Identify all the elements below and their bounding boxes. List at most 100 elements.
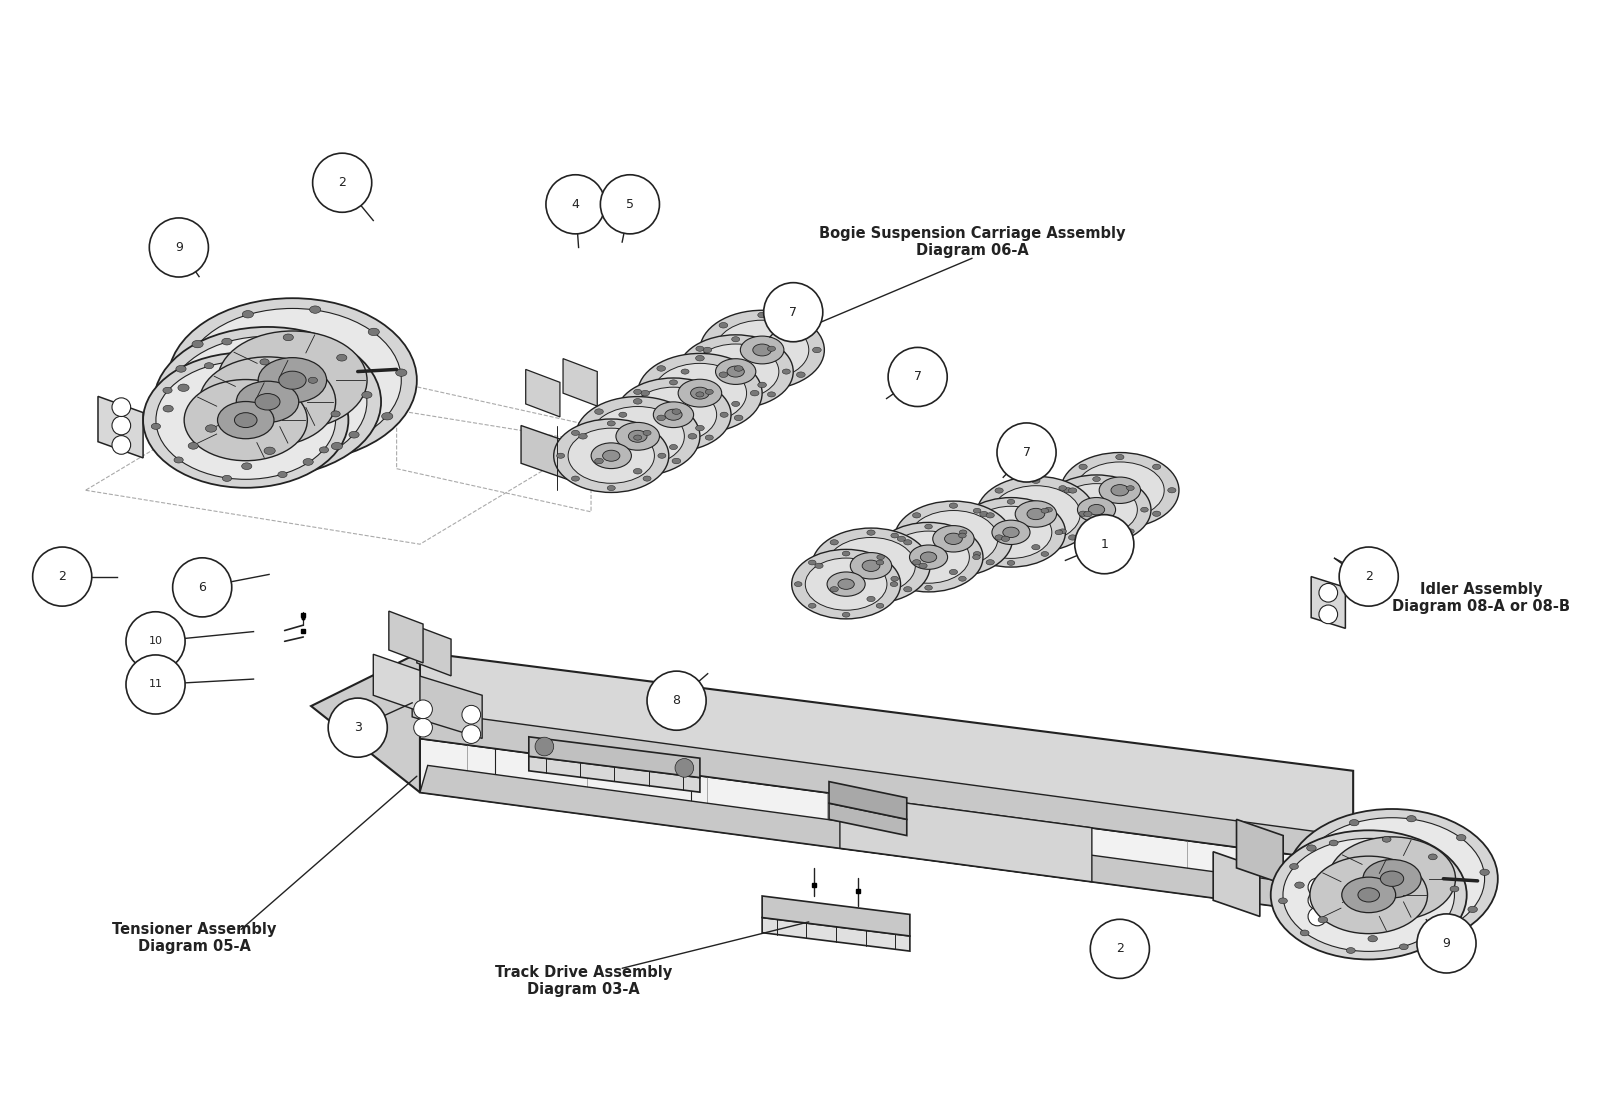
Circle shape <box>675 758 694 777</box>
Polygon shape <box>419 766 1354 917</box>
Circle shape <box>112 397 131 416</box>
Ellipse shape <box>925 524 933 529</box>
Ellipse shape <box>904 586 912 592</box>
Polygon shape <box>98 396 142 458</box>
Text: 1: 1 <box>1101 537 1109 551</box>
Ellipse shape <box>205 425 216 432</box>
Ellipse shape <box>691 387 709 400</box>
Ellipse shape <box>331 443 342 450</box>
Circle shape <box>600 174 659 234</box>
Ellipse shape <box>862 561 880 572</box>
Polygon shape <box>389 612 422 663</box>
Ellipse shape <box>1078 511 1088 516</box>
Ellipse shape <box>395 369 406 376</box>
Ellipse shape <box>904 539 912 545</box>
Ellipse shape <box>888 531 970 583</box>
Ellipse shape <box>890 582 898 586</box>
Ellipse shape <box>1426 931 1435 938</box>
Ellipse shape <box>696 346 704 351</box>
Ellipse shape <box>616 423 659 451</box>
Ellipse shape <box>349 432 358 438</box>
Ellipse shape <box>1042 508 1048 513</box>
Ellipse shape <box>682 369 690 374</box>
Text: Idler Assembly
Diagram 08-A or 08-B: Idler Assembly Diagram 08-A or 08-B <box>1392 582 1570 614</box>
Polygon shape <box>840 795 1091 881</box>
Ellipse shape <box>752 344 771 356</box>
Ellipse shape <box>320 447 328 453</box>
Ellipse shape <box>992 521 1030 545</box>
Ellipse shape <box>1328 837 1456 920</box>
Polygon shape <box>522 425 598 491</box>
Circle shape <box>1309 907 1326 926</box>
Ellipse shape <box>1467 906 1477 912</box>
Ellipse shape <box>1330 840 1338 846</box>
Ellipse shape <box>1056 484 1138 536</box>
Ellipse shape <box>830 539 838 545</box>
Ellipse shape <box>842 552 850 556</box>
Polygon shape <box>1213 851 1259 917</box>
Ellipse shape <box>1069 488 1077 493</box>
Ellipse shape <box>811 528 930 604</box>
Ellipse shape <box>734 365 742 371</box>
Circle shape <box>328 698 387 757</box>
Ellipse shape <box>1349 819 1358 826</box>
Ellipse shape <box>603 451 619 462</box>
Ellipse shape <box>1310 856 1427 934</box>
Ellipse shape <box>1115 521 1123 526</box>
Ellipse shape <box>678 380 722 407</box>
Ellipse shape <box>1042 552 1048 556</box>
Ellipse shape <box>814 563 822 568</box>
Ellipse shape <box>877 555 885 559</box>
Ellipse shape <box>1290 864 1299 869</box>
Ellipse shape <box>1301 930 1309 936</box>
Polygon shape <box>413 674 482 738</box>
Text: 4: 4 <box>571 198 579 211</box>
Ellipse shape <box>672 408 680 414</box>
Ellipse shape <box>178 384 189 392</box>
Ellipse shape <box>678 335 794 408</box>
Ellipse shape <box>1346 948 1355 953</box>
Circle shape <box>312 153 371 212</box>
Ellipse shape <box>1077 497 1115 522</box>
Circle shape <box>462 725 480 744</box>
Circle shape <box>1418 914 1477 973</box>
Ellipse shape <box>877 561 883 565</box>
Ellipse shape <box>1342 877 1395 912</box>
Ellipse shape <box>184 309 402 452</box>
Ellipse shape <box>1270 830 1467 959</box>
Ellipse shape <box>571 431 579 435</box>
Ellipse shape <box>1450 886 1459 891</box>
Ellipse shape <box>877 604 883 608</box>
Ellipse shape <box>795 582 802 586</box>
Ellipse shape <box>827 537 915 594</box>
Ellipse shape <box>336 354 347 361</box>
Ellipse shape <box>827 572 866 596</box>
Ellipse shape <box>653 363 747 423</box>
Ellipse shape <box>1286 809 1498 948</box>
Ellipse shape <box>608 485 616 491</box>
Circle shape <box>646 672 706 730</box>
Polygon shape <box>1310 576 1346 628</box>
Ellipse shape <box>891 533 899 538</box>
Ellipse shape <box>715 359 755 384</box>
Polygon shape <box>373 654 419 712</box>
Ellipse shape <box>973 555 981 559</box>
Ellipse shape <box>382 413 394 420</box>
Ellipse shape <box>1064 487 1072 493</box>
Ellipse shape <box>1115 454 1123 460</box>
Ellipse shape <box>1002 536 1010 542</box>
Ellipse shape <box>1110 485 1128 496</box>
Ellipse shape <box>696 425 704 431</box>
Ellipse shape <box>1429 854 1437 860</box>
Ellipse shape <box>813 347 821 353</box>
Ellipse shape <box>718 323 728 329</box>
Polygon shape <box>829 781 907 819</box>
Polygon shape <box>526 370 560 417</box>
Ellipse shape <box>1368 936 1378 942</box>
Ellipse shape <box>720 412 728 417</box>
Ellipse shape <box>1456 835 1466 840</box>
Ellipse shape <box>797 323 805 329</box>
Ellipse shape <box>218 402 274 438</box>
Ellipse shape <box>797 372 805 377</box>
Ellipse shape <box>222 475 232 482</box>
